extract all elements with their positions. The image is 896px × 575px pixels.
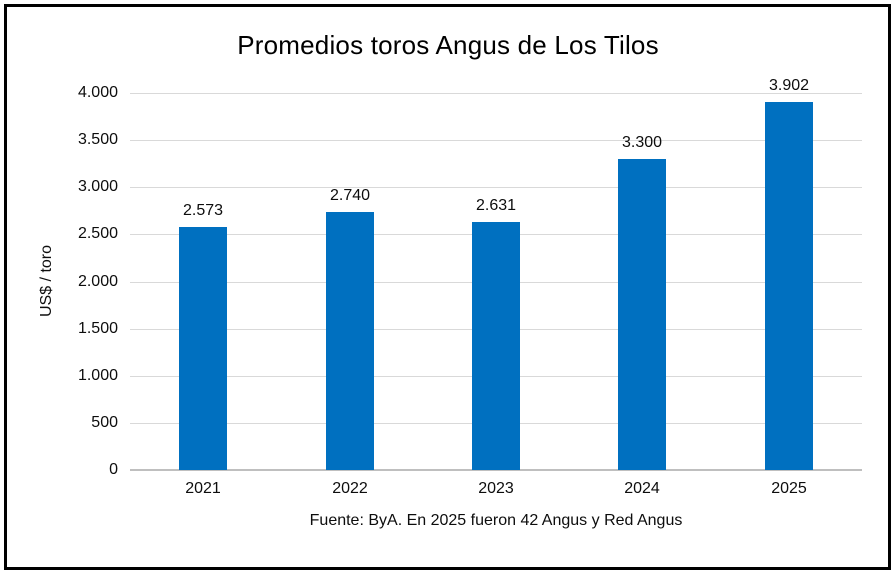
y-tick-label: 3.500 (77, 131, 118, 148)
y-tick-label: 2.000 (77, 273, 118, 290)
gridline (130, 187, 862, 188)
bar-value-label: 2.740 (329, 187, 371, 204)
bar-2022 (326, 212, 374, 470)
bar-2025 (765, 102, 813, 470)
y-tick-label: 4.000 (77, 84, 118, 101)
y-tick-label: 1.000 (77, 367, 118, 384)
x-tick-label: 2023 (478, 480, 514, 497)
bar-value-label: 2.631 (475, 197, 517, 214)
bar-2021 (179, 227, 227, 470)
y-tick-label: 1.500 (77, 320, 118, 337)
bar-2024 (618, 159, 666, 470)
y-axis-tick-labels: 0 500 1.000 1.500 2.000 2.500 3.000 3.500 4.000 (0, 84, 118, 478)
gridline (130, 93, 862, 94)
plot-area: 2.573 2.740 2.631 3.300 3.902 (130, 77, 862, 471)
x-tick-label: 2022 (332, 480, 368, 497)
bar-value-label: 2.573 (182, 202, 224, 219)
bar-value-label: 3.300 (621, 134, 663, 151)
y-tick-label: 2.500 (77, 225, 118, 242)
x-tick-label: 2025 (771, 480, 807, 497)
y-tick-label: 0 (109, 461, 118, 478)
gridline (130, 140, 862, 141)
y-tick-label: 3.000 (77, 178, 118, 195)
x-axis-line (130, 469, 862, 471)
x-tick-label: 2024 (624, 480, 660, 497)
y-tick-label: 500 (91, 414, 118, 431)
bar-2023 (472, 222, 520, 470)
x-axis-tick-labels: 2021 2022 2023 2024 2025 (130, 480, 862, 504)
bar-value-label: 3.902 (768, 77, 810, 94)
chart-title: Promedios toros Angus de Los Tilos (237, 30, 659, 60)
source-note: Fuente: ByA. En 2025 fueron 42 Angus y R… (309, 512, 683, 529)
x-tick-label: 2021 (185, 480, 221, 497)
